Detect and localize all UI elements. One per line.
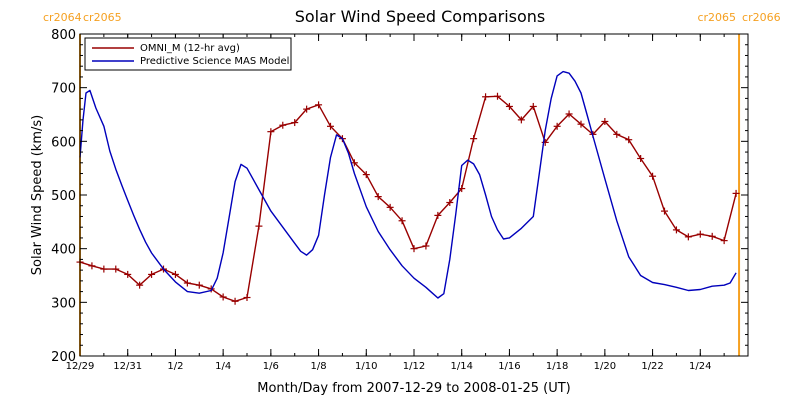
omni-data-point [470,135,478,143]
omni-data-point [601,117,609,125]
y-tick-label: 300 [51,296,76,311]
x-tick-label: 1/20 [594,361,616,372]
x-tick-label: 1/8 [311,361,327,372]
x-axis-title: Month/Day from 2007-12-29 to 2008-01-25 … [257,381,570,396]
omni-data-point [684,233,692,241]
x-tick-label: 1/14 [450,361,472,372]
y-tick-label: 500 [51,189,76,204]
legend: OMNI_M (12-hr avg) Predictive Science MA… [84,37,292,71]
omni-data-point [315,101,323,109]
omni-data-point [434,211,442,219]
x-tick-label: 1/6 [263,361,279,372]
omni-data-point [482,93,490,101]
omni-data-point [219,293,227,301]
x-tick-label: 1/12 [403,361,425,372]
legend-label-mas-model: Predictive Science MAS Model [140,56,289,67]
carrington-label-after: cr2065 [83,11,122,24]
chart-title: Solar Wind Speed Comparisons [295,7,546,26]
x-tick-label: 1/18 [546,361,568,372]
data-series [76,70,740,305]
legend-label-omni: OMNI_M (12-hr avg) [140,43,240,54]
omni-data-point [279,121,287,129]
y-tick-label: 800 [51,28,76,43]
omni-data-point [267,128,275,136]
omni-data-point [291,119,299,127]
omni-data-point [517,116,525,124]
omni-data-point [696,230,704,238]
x-tick-label: 12/31 [113,361,142,372]
plot-frame [79,33,749,357]
x-tick-label: 1/16 [498,361,520,372]
omni-data-point [625,136,633,144]
omni-data-point [183,279,191,287]
omni-data-point [661,207,668,215]
omni-data-point [422,242,430,250]
omni-data-point [505,102,513,110]
y-tick-label: 600 [51,135,76,150]
omni-data-point [708,232,716,240]
y-axis-title: Solar Wind Speed (km/s) [30,115,45,275]
omni-data-point [732,189,740,197]
omni-data-point [350,159,358,167]
omni-data-point [124,270,132,278]
omni-data-point [386,203,394,211]
omni-data-point [398,217,406,225]
series-omni [76,92,740,305]
x-tick-label: 1/10 [355,361,377,372]
x-tick-label: 1/4 [215,361,231,372]
omni-data-point [255,222,263,230]
omni-data-point [577,120,585,128]
omni-data-point [494,92,501,100]
omni-data-point [112,265,120,273]
legend-box [84,37,292,71]
axes: 200 300 400 500 600 700 800 12/29 12/31 1/2 1/4 1/6… [51,28,749,372]
omni-data-point [637,155,645,163]
omni-data-point [136,281,144,289]
omni-data-point [362,171,370,179]
carrington-label-after: cr2066 [742,11,781,24]
omni-data-point [195,281,203,289]
y-tick-label: 200 [51,350,76,365]
omni-data-point [100,265,108,273]
carrington-label-before: cr2064 [43,11,82,24]
omni-data-point [243,294,251,302]
x-tick-label: 1/22 [641,361,663,372]
carrington-label-before: cr2065 [697,11,736,24]
x-tick-label: 12/29 [66,361,95,372]
omni-data-point [613,130,621,138]
omni-data-point [672,226,680,234]
omni-data-point [553,122,561,130]
omni-data-point [171,270,179,278]
omni-data-point [649,172,657,180]
omni-data-point [565,110,573,118]
omni-data-point [88,262,96,270]
x-tick-label: 1/24 [689,361,711,372]
omni-data-point [446,199,454,207]
omni-data-point [374,193,382,201]
omni-data-point [720,237,728,245]
y-tick-label: 400 [51,243,76,258]
x-tick-label: 1/2 [167,361,183,372]
omni-data-point [231,297,239,305]
omni-data-point [529,102,537,110]
omni-data-point [303,105,311,113]
omni-data-point [327,122,334,130]
omni-data-point [148,270,156,278]
y-tick-label: 700 [51,82,76,97]
series-mas-model [79,70,737,299]
omni-data-point [410,245,418,253]
mas-model-line [79,70,737,299]
